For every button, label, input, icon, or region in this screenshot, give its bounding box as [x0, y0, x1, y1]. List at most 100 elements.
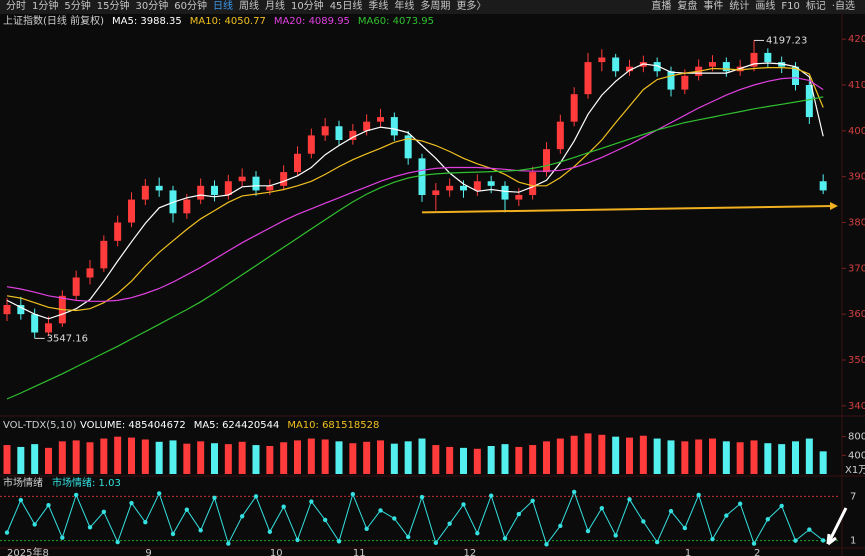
tab[interactable]: 5分钟 — [64, 1, 91, 12]
tab[interactable]: 日线 — [212, 1, 233, 12]
candle-body — [487, 181, 495, 186]
volume-bar — [238, 441, 246, 474]
candle-body — [128, 199, 135, 223]
tab[interactable]: 月线 — [264, 1, 285, 12]
sentiment-dot — [295, 537, 300, 543]
x-tick-label: 1 — [685, 548, 691, 556]
candle-body — [446, 185, 454, 191]
volume-bar — [280, 442, 288, 474]
tool[interactable]: 画线 — [755, 1, 776, 12]
candle-body — [432, 190, 440, 195]
sentiment-dot — [737, 501, 743, 506]
sentiment-dot — [46, 503, 51, 508]
sentiment-dot — [793, 538, 798, 543]
volume-bar — [639, 435, 647, 474]
tab[interactable]: 季线 — [368, 1, 389, 12]
y-tick-label: 3600 — [848, 309, 865, 320]
ma-line — [6, 67, 824, 312]
sentiment-dot — [488, 493, 494, 498]
candle-body — [390, 117, 398, 136]
y-tick-label: 3400 — [848, 401, 865, 412]
sentiment-dot — [32, 522, 37, 527]
volume-bar — [584, 433, 592, 474]
volume-bar — [17, 446, 25, 474]
candle-body — [626, 66, 633, 72]
candle-body — [3, 305, 11, 315]
sentiment-dot — [350, 491, 356, 497]
legend-entry: MA5: 624420544 — [194, 420, 280, 431]
sentiment-dot — [156, 491, 162, 496]
sentiment-line — [6, 490, 824, 546]
y-tick-label: 400 — [848, 450, 865, 461]
tool[interactable]: 事件 — [703, 1, 724, 12]
volume-bar — [805, 438, 813, 474]
tab[interactable]: 10分钟 — [290, 1, 324, 12]
volume-bar — [709, 438, 716, 474]
panel-title: 市场情绪 — [3, 476, 43, 489]
tab[interactable]: 45日线 — [329, 1, 363, 12]
trendline — [421, 205, 835, 214]
y-tick-label: 3900 — [848, 172, 865, 183]
tool[interactable]: 统计 — [729, 1, 750, 12]
volume-bar — [750, 440, 758, 474]
sentiment-dot — [253, 494, 259, 499]
candle-body — [17, 305, 25, 315]
sentiment-dot — [115, 539, 120, 545]
tool[interactable]: ·自选 — [831, 1, 855, 12]
panel-title: VOL-TDX(5,10) — [3, 420, 76, 431]
tab[interactable]: 60分钟 — [174, 1, 207, 12]
volume-bar — [377, 440, 384, 474]
tab[interactable]: 1分钟 — [32, 1, 59, 12]
candle-body — [211, 185, 218, 195]
volume-bar — [418, 438, 426, 474]
candle-body — [653, 62, 661, 72]
chart-title: 上证指数(日线 前复权) — [3, 14, 104, 27]
sentiment-dot — [18, 497, 24, 503]
tool[interactable]: 直播 — [651, 1, 672, 12]
volume-bar — [211, 443, 218, 474]
sentiment-dot — [267, 529, 273, 534]
volume-bar — [792, 441, 799, 474]
sentiment-dot — [516, 511, 522, 517]
sentiment-dot — [322, 517, 328, 523]
sentiment-dot — [364, 526, 369, 532]
tool[interactable]: F10 — [781, 1, 800, 12]
candle-body — [321, 126, 329, 136]
y-tick-label: 1 — [850, 536, 856, 547]
candle-body — [529, 172, 537, 195]
sentiment-dot — [281, 504, 286, 509]
tab[interactable]: 更多〉 — [456, 1, 487, 12]
volume-bar — [321, 439, 329, 474]
tab[interactable]: 年线 — [394, 1, 415, 12]
candle-body — [141, 185, 149, 200]
volume-bar — [446, 446, 454, 474]
sentiment-dot — [544, 542, 549, 547]
tab[interactable]: 15分钟 — [96, 1, 130, 12]
candle-body — [72, 277, 80, 296]
y-tick-label: 4000 — [848, 126, 865, 137]
tab[interactable]: 30分钟 — [135, 1, 169, 12]
volume-bar — [626, 437, 633, 474]
volume-bar — [100, 438, 108, 474]
y-tick-label: 3700 — [848, 263, 865, 274]
tool[interactable]: 标记 — [805, 1, 826, 12]
volume-bar — [197, 441, 205, 474]
volume-bar — [543, 441, 550, 474]
tab[interactable]: 多周期 — [420, 1, 451, 12]
unit-label: X1万 — [845, 465, 865, 476]
volume-bar — [501, 444, 509, 474]
tool[interactable]: 复盘 — [677, 1, 698, 12]
volume-bar — [3, 445, 11, 474]
tab[interactable]: 周线 — [238, 1, 259, 12]
sentiment-dot — [710, 536, 715, 542]
tab[interactable]: 分时 — [6, 1, 26, 12]
candle-body — [805, 85, 813, 118]
candle-body — [349, 130, 357, 140]
candle-body — [722, 62, 730, 72]
volume-bar — [681, 441, 689, 474]
candle-body — [764, 52, 772, 63]
candle-body — [280, 172, 288, 186]
y-tick-label: 800 — [848, 432, 865, 443]
sentiment-dot — [599, 505, 605, 511]
sentiment-dot — [60, 535, 65, 540]
